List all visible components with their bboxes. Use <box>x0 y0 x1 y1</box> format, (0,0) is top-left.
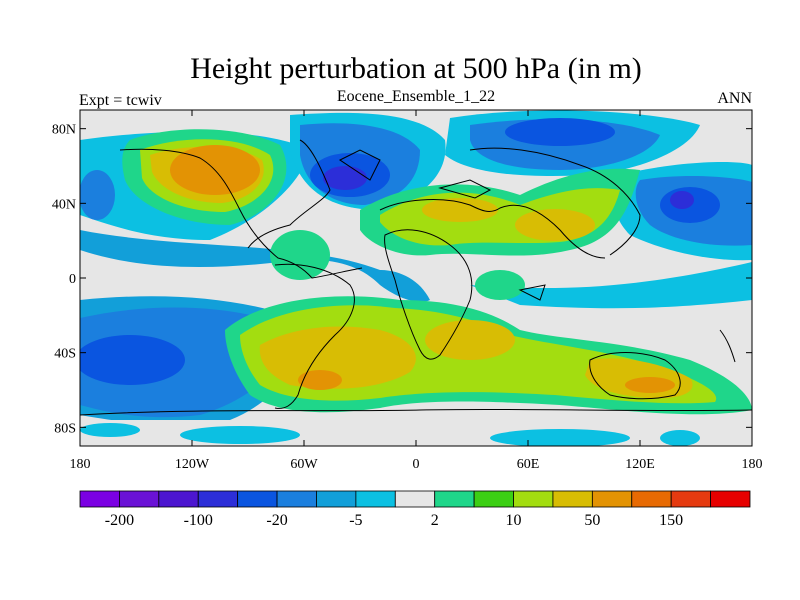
x-tick-label: 180 <box>742 457 763 472</box>
colorbar-swatch <box>79 490 120 508</box>
x-axis: 180 120W 60W 0 60E 120E 180 <box>70 110 763 472</box>
x-tick-label: 0 <box>413 457 420 472</box>
y-tick-label: 40N <box>52 197 76 212</box>
x-tick-label: 60E <box>517 457 540 472</box>
colorbar-swatch <box>316 490 357 508</box>
colorbar-swatch <box>670 490 711 508</box>
y-tick-label: 80N <box>52 123 76 138</box>
colorbar-swatch <box>591 490 633 508</box>
colorbar-swatch <box>119 490 160 508</box>
colorbar-label: -100 <box>184 512 213 529</box>
colorbar-swatch <box>197 490 239 508</box>
colorbar-label: 10 <box>506 512 522 529</box>
colorbar-swatch <box>394 490 436 508</box>
x-tick-label: 180 <box>70 457 91 472</box>
experiment-label: Expt = tcwiv <box>79 92 162 109</box>
x-tick-label: 120E <box>625 457 655 472</box>
plot-title: Height perturbation at 500 hPa (in m) <box>190 52 642 85</box>
colorbar-swatch <box>237 490 278 508</box>
colorbar-swatch <box>355 490 396 508</box>
colorbar-label: 50 <box>584 512 600 529</box>
colorbar-label: 2 <box>431 512 439 529</box>
contour-field <box>80 110 752 446</box>
x-tick-label: 120W <box>175 457 210 472</box>
ensemble-label: Eocene_Ensemble_1_22 <box>336 88 496 105</box>
colorbar-swatch <box>552 490 593 508</box>
colorbar-label: -200 <box>105 512 134 529</box>
colorbar-swatch <box>276 490 317 508</box>
season-label: ANN <box>717 90 752 107</box>
y-axis: 80N 40N 0 40S 80S <box>52 123 752 436</box>
colorbar-swatch <box>473 490 514 508</box>
colorbar-swatch <box>710 490 751 508</box>
colorbar-label: 150 <box>659 512 683 529</box>
y-tick-label: 0 <box>69 272 76 287</box>
x-tick-label: 60W <box>290 457 318 472</box>
colorbar-swatch <box>434 490 475 508</box>
y-tick-label: 40S <box>54 347 76 362</box>
colorbar-label: -20 <box>266 512 287 529</box>
colorbar-label: -5 <box>349 512 362 529</box>
coastlines <box>80 139 752 416</box>
y-tick-label: 80S <box>54 421 76 436</box>
colorbar-swatch <box>158 490 199 508</box>
colorbar-swatch <box>631 490 672 508</box>
colorbar: -200 -100 -20 -5 2 10 50 150 <box>79 490 751 529</box>
colorbar-swatch <box>513 490 554 508</box>
